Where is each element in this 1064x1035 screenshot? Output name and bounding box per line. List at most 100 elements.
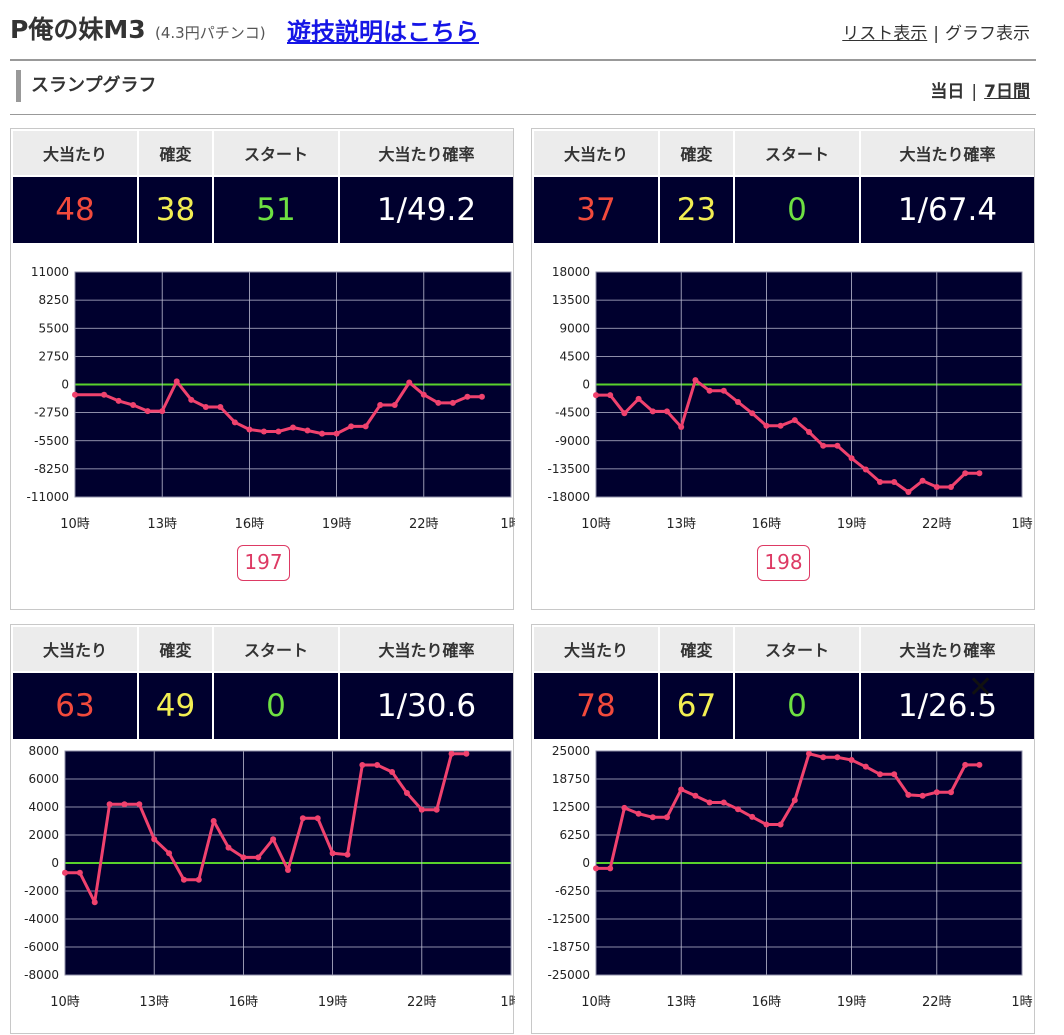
- close-icon[interactable]: ✕: [968, 670, 994, 705]
- plot-border: [595, 271, 1023, 498]
- data-point: [362, 423, 369, 430]
- data-point: [389, 769, 396, 775]
- data-point: [391, 401, 398, 408]
- slump-chart: 18000 13500 9000 4500 0 -4500 -9000 -13500 -1800…: [547, 265, 1032, 532]
- data-point: [806, 750, 812, 757]
- x-tick-label: 13時: [666, 995, 696, 1010]
- data-point: [217, 404, 224, 410]
- data-point: [664, 814, 670, 821]
- x-tick-label: 13時: [147, 517, 177, 532]
- y-tick-label: 6250: [559, 828, 590, 842]
- series-line: [75, 379, 482, 436]
- data-point: [464, 393, 471, 400]
- y-tick-label: -2000: [24, 884, 59, 898]
- data-point: [706, 799, 713, 806]
- y-tick-label: 18750: [552, 772, 590, 786]
- data-point: [159, 408, 166, 415]
- period-week-link[interactable]: 7日間: [984, 82, 1030, 102]
- plot-border: [74, 271, 512, 498]
- x-tick-label: 16時: [752, 517, 782, 532]
- data-point: [275, 428, 282, 435]
- data-point: [891, 771, 898, 778]
- data-point: [877, 479, 883, 485]
- stats-table: 大当たり 確変 スタート 大当たり確率 48 38 51 1/49.2: [13, 131, 513, 243]
- period-separator: |: [971, 82, 978, 102]
- data-point: [144, 408, 151, 415]
- data-point: [433, 806, 440, 813]
- x-tick-label: 19時: [322, 517, 352, 532]
- data-point: [130, 401, 137, 408]
- start-count-header: スタート: [734, 627, 861, 672]
- slump-panel: 大当たり 確変 スタート 大当たり確率 48 38 51 1/49.2 11000 8250 550…: [10, 128, 515, 610]
- data-point: [240, 854, 247, 861]
- jackpot-count-header: 大当たり: [534, 627, 660, 672]
- machine-number-badge[interactable]: 197: [237, 545, 290, 581]
- data-point: [478, 393, 485, 400]
- data-point: [76, 869, 83, 876]
- x-tick-label: 1時: [500, 995, 515, 1010]
- data-point: [720, 799, 727, 806]
- y-tick-label: 0: [51, 856, 59, 870]
- data-point: [195, 876, 202, 883]
- slump-chart: 8000 6000 4000 2000 0 -2000 -4000 -6000 -8000 10時…: [24, 744, 515, 1010]
- data-point: [418, 806, 425, 813]
- y-tick-label: 8000: [28, 744, 59, 758]
- list-view-link[interactable]: リスト表示: [842, 24, 928, 44]
- data-point: [607, 865, 614, 872]
- game-help-link[interactable]: 遊技説明はこちら: [287, 18, 479, 46]
- x-tick-label: 22時: [409, 517, 439, 532]
- jackpot-count: 78: [534, 671, 660, 739]
- data-point: [225, 844, 232, 851]
- view-toggle: リスト表示 | グラフ表示: [842, 19, 1030, 44]
- period-today-label: 当日: [930, 82, 965, 102]
- x-tick-label: 22時: [407, 995, 437, 1010]
- data-point: [791, 417, 798, 424]
- data-point: [649, 814, 656, 821]
- y-tick-label: -18750: [547, 940, 590, 954]
- data-point: [435, 399, 442, 406]
- x-tick-label: 19時: [837, 517, 867, 532]
- data-point: [210, 818, 217, 824]
- start-count-header: スタート: [213, 131, 340, 176]
- x-tick-label: 1時: [500, 517, 515, 532]
- y-tick-label: -11000: [26, 490, 69, 504]
- data-point: [333, 430, 340, 437]
- y-tick-label: 6000: [28, 772, 59, 786]
- y-tick-label: 0: [582, 378, 590, 392]
- y-tick-label: -5500: [34, 434, 69, 448]
- data-point: [976, 470, 983, 477]
- data-point: [607, 392, 614, 399]
- data-point: [173, 378, 180, 385]
- data-point: [359, 762, 366, 768]
- data-point: [919, 792, 926, 799]
- data-point: [720, 387, 727, 394]
- data-point: [72, 391, 78, 398]
- data-point: [806, 429, 812, 435]
- data-point: [136, 801, 143, 808]
- data-point: [231, 419, 238, 426]
- kakuhen-count-header: 確変: [138, 627, 214, 672]
- y-tick-label: -4500: [555, 406, 590, 420]
- y-tick-label: 25000: [552, 744, 590, 758]
- kakuhen-count: 49: [138, 671, 214, 739]
- plot-border: [64, 750, 512, 976]
- jackpot-probability: 1/49.2: [339, 175, 513, 243]
- jackpot-count-header: 大当たり: [13, 627, 139, 672]
- start-count: 0: [213, 671, 340, 739]
- y-tick-label: 18000: [552, 265, 590, 279]
- data-point: [834, 442, 841, 449]
- x-tick-label: 16時: [752, 995, 782, 1010]
- data-point: [777, 821, 784, 828]
- slump-panel: 大当たり 確変 スタート 大当たり確率 37 23 0 1/67.4 18000 13500 900…: [531, 128, 1035, 610]
- y-tick-label: -25000: [547, 968, 590, 982]
- data-point: [678, 786, 685, 793]
- data-point: [706, 387, 713, 394]
- jackpot-count-header: 大当たり: [13, 131, 139, 176]
- machine-number-badge[interactable]: 198: [757, 545, 810, 581]
- section-divider: [10, 114, 1036, 115]
- data-point: [962, 470, 969, 477]
- slump-chart: 25000 18750 12500 6250 0 -6250 -12500 -18750 -25…: [547, 744, 1032, 1010]
- start-count: 51: [213, 175, 340, 243]
- jackpot-count: 37: [534, 175, 660, 243]
- y-tick-label: 13500: [552, 293, 590, 307]
